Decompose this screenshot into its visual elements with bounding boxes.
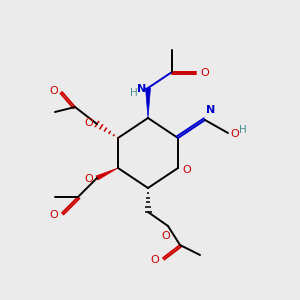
- Polygon shape: [146, 88, 151, 118]
- Text: N: N: [137, 84, 146, 94]
- Text: O: O: [200, 68, 209, 78]
- Text: H: H: [239, 125, 247, 135]
- Text: O: O: [49, 210, 58, 220]
- Text: O: O: [84, 118, 93, 128]
- Polygon shape: [96, 168, 118, 180]
- Text: O: O: [230, 129, 239, 139]
- Text: O: O: [162, 231, 170, 241]
- Text: O: O: [182, 165, 191, 175]
- Text: O: O: [150, 255, 159, 265]
- Text: O: O: [49, 86, 58, 96]
- Text: N: N: [206, 105, 215, 115]
- Text: H: H: [130, 88, 138, 98]
- Text: O: O: [84, 174, 93, 184]
